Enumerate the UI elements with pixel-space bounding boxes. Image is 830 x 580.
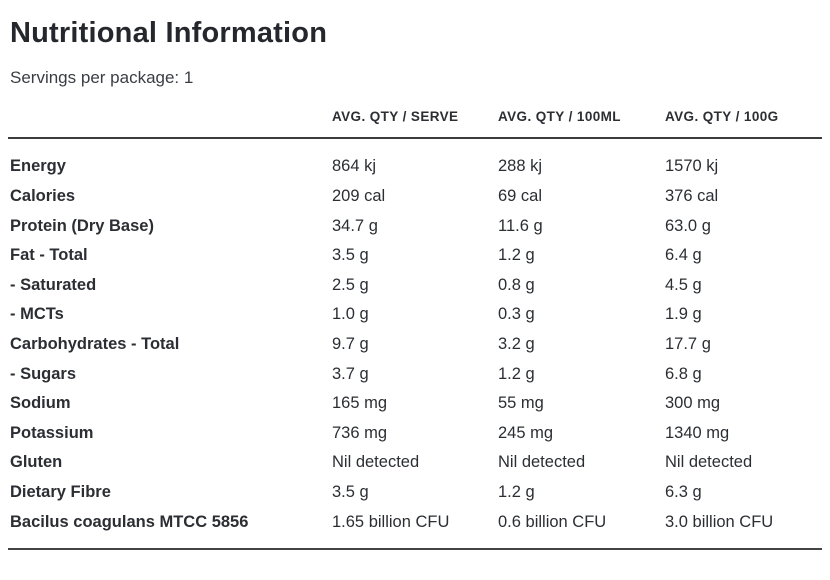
- table-row-mcts: - MCTs 1.0 g 0.3 g 1.9 g: [8, 300, 822, 330]
- table-row-protein: Protein (Dry Base) 34.7 g 11.6 g 63.0 g: [8, 211, 822, 241]
- row-value-100g: 17.7 g: [665, 335, 711, 354]
- row-value-serve: 165 mg: [332, 394, 388, 413]
- row-value-100g: 4.5 g: [665, 275, 702, 294]
- table-row-gluten: Gluten Nil detected Nil detected Nil det…: [8, 448, 822, 478]
- row-value-serve: 1.0 g: [332, 305, 369, 324]
- row-value-100g: 6.3 g: [665, 483, 702, 502]
- nutrition-table: AVG. QTY / SERVE AVG. QTY / 100ML AVG. Q…: [8, 109, 822, 550]
- row-value-serve: 3.5 g: [332, 483, 369, 502]
- row-label: Dietary Fibre: [10, 483, 111, 502]
- row-value-100g: 1340 mg: [665, 423, 730, 442]
- row-value-100ml: 11.6 g: [498, 216, 543, 235]
- column-header-serve: AVG. QTY / SERVE: [332, 109, 459, 125]
- row-value-100g: 376 cal: [665, 187, 719, 206]
- row-value-100ml: 288 kj: [498, 157, 543, 176]
- row-value-100ml: 0.8 g: [498, 275, 535, 294]
- row-value-serve: 2.5 g: [332, 275, 369, 294]
- row-label: Protein (Dry Base): [10, 216, 154, 235]
- row-value-100ml: 55 mg: [498, 394, 544, 413]
- row-value-serve: Nil detected: [332, 453, 420, 472]
- row-label: Potassium: [10, 423, 94, 442]
- row-label: Energy: [10, 157, 66, 176]
- row-value-100ml: 0.6 billion CFU: [498, 512, 607, 531]
- row-value-100ml: 0.3 g: [498, 305, 535, 324]
- row-value-100ml: 1.2 g: [498, 483, 535, 502]
- table-row-sodium: Sodium 165 mg 55 mg 300 mg: [8, 389, 822, 419]
- servings-note: Servings per package: 1: [10, 67, 194, 87]
- row-value-100ml: 1.2 g: [498, 364, 535, 383]
- row-label: Carbohydrates - Total: [10, 335, 180, 354]
- row-label: Fat - Total: [10, 246, 88, 265]
- table-body: Energy 864 kj 288 kj 1570 kj Calories 20…: [8, 139, 822, 550]
- row-value-100g: 1.9 g: [665, 305, 702, 324]
- row-value-serve: 9.7 g: [332, 335, 369, 354]
- row-value-100ml: 245 mg: [498, 423, 554, 442]
- row-label: Gluten: [10, 453, 63, 472]
- row-label: - Saturated: [10, 275, 97, 294]
- row-value-100g: 300 mg: [665, 394, 721, 413]
- row-value-100g: 6.8 g: [665, 364, 702, 383]
- row-value-100ml: Nil detected: [498, 453, 586, 472]
- table-row-potassium: Potassium 736 mg 245 mg 1340 mg: [8, 419, 822, 449]
- table-row-saturated: - Saturated 2.5 g 0.8 g 4.5 g: [8, 271, 822, 301]
- table-row-energy: Energy 864 kj 288 kj 1570 kj: [8, 152, 822, 182]
- row-value-100ml: 69 cal: [498, 187, 543, 206]
- table-row-bacilus-coagulans: Bacilus coagulans MTCC 5856 1.65 billion…: [8, 507, 822, 537]
- row-value-serve: 1.65 billion CFU: [332, 512, 450, 531]
- row-value-serve: 209 cal: [332, 187, 386, 206]
- nutrition-panel: Nutritional Information Servings per pac…: [8, 17, 822, 550]
- table-row-sugars: - Sugars 3.7 g 1.2 g 6.8 g: [8, 359, 822, 389]
- row-label: Calories: [10, 187, 76, 206]
- row-label: Bacilus coagulans MTCC 5856: [10, 512, 249, 531]
- row-value-serve: 3.7 g: [332, 364, 369, 383]
- row-value-100ml: 1.2 g: [498, 246, 535, 265]
- table-row-fat-total: Fat - Total 3.5 g 1.2 g 6.4 g: [8, 241, 822, 271]
- row-value-serve: 864 kj: [332, 157, 377, 176]
- page-title: Nutritional Information: [10, 17, 328, 49]
- row-label: Sodium: [10, 394, 71, 413]
- row-value-serve: 34.7 g: [332, 216, 378, 235]
- row-label: - Sugars: [10, 364, 77, 383]
- column-header-100ml: AVG. QTY / 100ML: [498, 109, 621, 125]
- table-row-calories: Calories 209 cal 69 cal 376 cal: [8, 182, 822, 212]
- row-label: - MCTs: [10, 305, 64, 324]
- row-value-serve: 3.5 g: [332, 246, 369, 265]
- row-value-100g: 3.0 billion CFU: [665, 512, 774, 531]
- table-row-dietary-fibre: Dietary Fibre 3.5 g 1.2 g 6.3 g: [8, 478, 822, 508]
- row-value-100g: 1570 kj: [665, 157, 719, 176]
- column-header-100g: AVG. QTY / 100G: [665, 109, 779, 125]
- table-row-carbohydrates: Carbohydrates - Total 9.7 g 3.2 g 17.7 g: [8, 330, 822, 360]
- row-value-100g: Nil detected: [665, 453, 753, 472]
- row-value-100g: 6.4 g: [665, 246, 702, 265]
- row-value-100ml: 3.2 g: [498, 335, 535, 354]
- row-value-serve: 736 mg: [332, 423, 388, 442]
- table-header-row: AVG. QTY / SERVE AVG. QTY / 100ML AVG. Q…: [8, 109, 822, 140]
- row-value-100g: 63.0 g: [665, 216, 711, 235]
